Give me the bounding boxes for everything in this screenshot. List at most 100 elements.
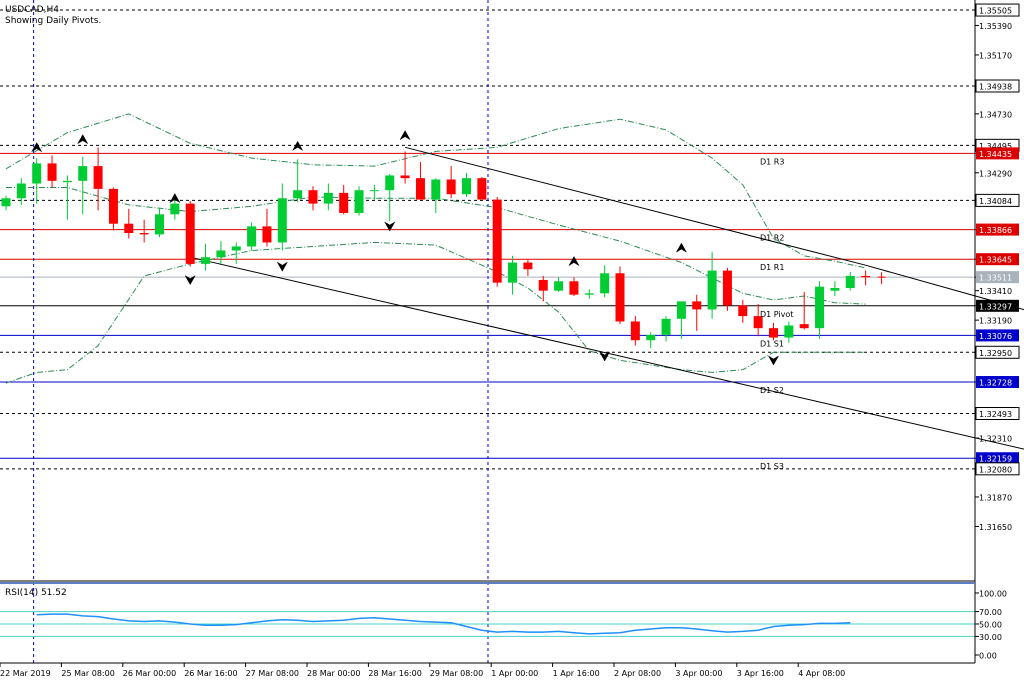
candle <box>462 172 471 197</box>
candle-body <box>369 190 379 192</box>
candle <box>400 151 410 184</box>
level-price-label: 1.34084 <box>979 197 1012 206</box>
candles <box>1 147 886 349</box>
candle <box>477 176 487 200</box>
candle-body <box>477 178 487 200</box>
time-tick-label: 26 Mar 16:00 <box>184 669 237 678</box>
time-tick-label: 28 Mar 16:00 <box>368 669 421 678</box>
pivot-price-box <box>976 299 1019 312</box>
rsi-tick-label: 70.00 <box>979 608 1002 617</box>
price-tick-label: 1.31870 <box>979 493 1012 502</box>
candle <box>523 259 533 276</box>
candle-body <box>155 214 164 235</box>
candle <box>124 208 134 239</box>
candle-body <box>277 198 287 243</box>
level-price-label: 1.32493 <box>979 410 1012 419</box>
pivot-label: D1 Pivot <box>760 310 793 319</box>
candle-body <box>799 324 809 329</box>
time-tick-label: 2 Apr 08:00 <box>614 669 661 678</box>
fractal-up-marker <box>31 142 43 153</box>
candle-body <box>692 301 702 310</box>
candle-body <box>569 281 579 295</box>
current-price-label: 1.33511 <box>979 274 1012 283</box>
candle-body <box>415 178 425 200</box>
candle <box>661 316 671 342</box>
candle <box>707 251 717 319</box>
candle-body <box>139 233 149 235</box>
candle <box>615 266 625 325</box>
candle <box>784 321 794 343</box>
candle-body <box>707 270 717 310</box>
candle <box>415 162 425 200</box>
pivot-price-label: 1.32159 <box>979 455 1012 464</box>
fractal-down-marker <box>767 355 780 366</box>
candle-body <box>231 246 241 251</box>
fractal-down-marker <box>184 274 196 286</box>
candle-body <box>124 223 134 234</box>
pivot-price-label: 1.33297 <box>979 302 1012 311</box>
candle-body <box>339 192 349 213</box>
price-tick-label: 1.31650 <box>979 523 1012 532</box>
time-tick-label: 26 Mar 00:00 <box>123 669 176 678</box>
time-tick-label: 3 Apr 16:00 <box>737 669 784 678</box>
level-price-box <box>975 462 1020 476</box>
candle-body <box>661 318 671 335</box>
candle-body <box>385 175 395 191</box>
candle-body <box>308 190 318 204</box>
level-price-label: 1.34495 <box>979 142 1012 151</box>
rsi-tick-label: 100.00 <box>979 590 1007 599</box>
candle-body <box>185 203 195 264</box>
level-price-box <box>975 345 1020 359</box>
candle <box>323 183 333 211</box>
pivot-price-box <box>976 223 1019 236</box>
time-tick-label: 29 Mar 08:00 <box>430 669 483 678</box>
rsi-title: RSI(14) 51.52 <box>5 588 67 598</box>
pivot-price-label: 1.34435 <box>979 150 1012 159</box>
candle <box>845 271 855 291</box>
candle <box>753 304 763 337</box>
candle <box>569 277 579 297</box>
candle <box>201 243 211 271</box>
pivot-subtitle: Showing Daily Pivots. <box>5 16 101 26</box>
price-tick-label: 1.35390 <box>979 22 1012 31</box>
candle <box>492 196 502 287</box>
candle-body <box>32 163 42 184</box>
rsi-panel <box>0 611 975 637</box>
candle-body <box>753 316 763 329</box>
rsi-tick-label: 0.00 <box>979 652 997 661</box>
price-tick-label: 1.33410 <box>979 287 1012 296</box>
level-price-label: 1.32950 <box>979 349 1012 358</box>
fractal-down-marker <box>276 261 288 272</box>
fractal-up-marker <box>675 242 688 253</box>
price-axis: 1.35505 1.35390 1.35170 1.34938 1.34730 1.344… <box>975 3 1020 532</box>
time-axis: 22 Mar 2019 25 Mar 08:00 26 Mar 00:00 26 Ma… <box>0 663 845 678</box>
fractal-up-marker <box>169 193 181 204</box>
pivot-label: D1 R2 <box>760 234 784 243</box>
pivot-price-box <box>976 329 1019 342</box>
level-price-box <box>975 79 1020 93</box>
candle-body <box>676 301 686 319</box>
time-tick-label: 4 Apr 08:00 <box>798 669 845 678</box>
candle-body <box>216 250 226 258</box>
channel-lower-line <box>190 256 1024 450</box>
rsi-tick-label: 50.00 <box>979 621 1002 630</box>
candle-body <box>446 179 456 195</box>
candle-body <box>201 257 211 264</box>
candle <box>78 156 88 215</box>
candle-body <box>769 328 778 338</box>
fractal-down-marker <box>598 351 611 362</box>
fractal-down-marker <box>384 221 396 232</box>
level-price-label: 1.32080 <box>979 465 1012 474</box>
candle <box>339 184 349 215</box>
candle-body <box>584 293 594 295</box>
candle-body <box>815 286 825 329</box>
candle <box>108 187 118 231</box>
candle-body <box>1 198 11 207</box>
pivot-label: D1 R3 <box>760 157 784 166</box>
candle-body <box>861 275 871 278</box>
candle-body <box>646 334 656 341</box>
current-price-box <box>976 271 1019 284</box>
candle <box>139 219 149 243</box>
candle-body <box>354 190 364 213</box>
